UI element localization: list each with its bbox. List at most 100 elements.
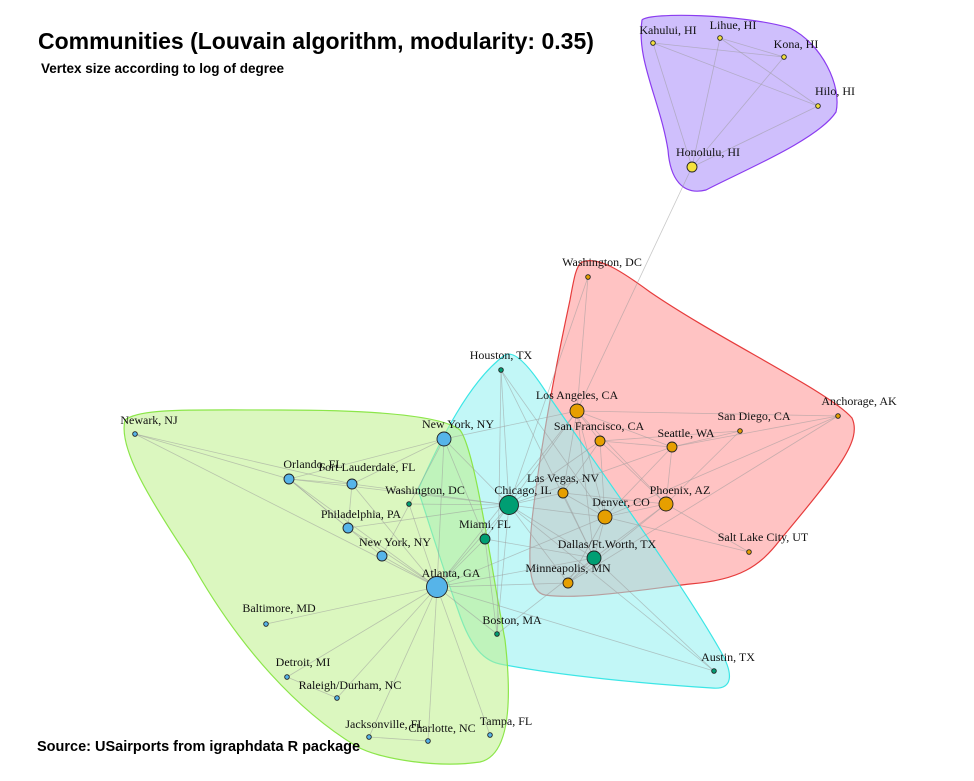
node-anchorage [835,413,841,419]
edge-honolulu-lihue [691,37,721,168]
node-minneapolis [562,577,574,589]
node-label-san_francisco: San Francisco, CA [554,419,645,433]
node-jacksonville [366,734,372,740]
edge-anchorage-seattle [671,415,839,448]
node-atlanta [426,576,448,598]
edge-las_vegas-phoenix [562,492,667,505]
edge-san_francisco-denver [599,440,606,518]
node-label-salt_lake_city: Salt Lake City, UT [718,530,809,544]
node-denver [597,509,613,525]
edge-atlanta-boston [436,586,498,635]
edge-los_angeles-las_vegas [562,410,578,494]
edge-chicago-new_york_top [443,438,510,506]
node-label-new_york_low: New York, NY [359,535,431,549]
edge-atlanta-charlotte [427,586,438,742]
node-label-philadelphia: Philadelphia, PA [321,507,402,521]
edge-houston-chicago [500,369,510,506]
edge-atlanta-jacksonville [368,586,438,738]
edge-atlanta-baltimore [265,586,438,625]
edge-san_francisco-seattle [599,440,673,448]
node-lihue [717,35,723,41]
edge-honolulu-hilo [691,105,819,168]
node-label-boston: Boston, MA [482,613,542,627]
edge-austin-atlanta [436,586,715,672]
edge-san_francisco-chicago [508,440,601,506]
node-label-washington_dc_top: Washington, DC [562,255,642,269]
node-kona [781,54,787,60]
node-label-san_diego: San Diego, CA [718,409,791,423]
node-fort_lauderdale [346,478,358,490]
edge-miami-atlanta [436,538,486,588]
community-hull-purple [640,14,838,192]
edge-las_vegas-denver [562,492,606,518]
edge-chicago-philadelphia [347,504,510,529]
edge-anchorage-los_angeles [576,410,839,417]
edge-fort_lauderdale-philadelphia [347,483,353,529]
edge-chicago-dallas [508,504,595,559]
edge-las_vegas-dallas [562,492,595,559]
edge-miami-new_york_top [443,438,486,540]
node-label-hilo: Hilo, HI [815,84,855,98]
edge-lihue-hilo [719,37,819,107]
edge-phoenix-dallas [593,503,667,559]
node-miami [479,533,491,545]
node-new_york_low [376,550,388,562]
node-label-washington_dc_mid: Washington, DC [385,483,465,497]
edge-dallas-miami [484,538,595,559]
edge-miami-boston [484,538,498,635]
edge-honolulu-los_angeles [576,166,693,412]
node-dallas [586,550,602,566]
edge-los_angeles-seattle [576,410,673,448]
edge-denver-atlanta [436,516,606,588]
edge-newark-orlando [134,433,290,480]
edge-anchorage-minneapolis [567,415,839,584]
edge-washington_dc_top-los_angeles [576,276,589,412]
edge-san_diego-san_francisco [599,430,741,442]
edge-jacksonville-charlotte [368,736,429,742]
node-label-atlanta: Atlanta, GA [422,566,481,580]
edge-washington_dc_top-chicago [508,276,589,506]
edge-san_francisco-phoenix [599,440,667,505]
node-washington_dc_top [585,274,591,280]
edge-new_york_top-orlando [288,438,445,480]
edge-orlando-new_york_low [288,478,383,557]
node-label-dallas: Dallas/Ft.Worth, TX [558,537,657,551]
edge-new_york_top-atlanta [436,438,445,588]
node-label-raleigh: Raleigh/Durham, NC [299,678,402,692]
node-label-los_angeles: Los Angeles, CA [536,388,619,402]
edge-san_diego-seattle [671,430,741,448]
edge-fort_lauderdale-atlanta [351,483,438,588]
node-raleigh [334,695,340,701]
edge-los_angeles-denver [576,410,606,518]
edge-anchorage-denver [604,415,839,518]
edge-denver-minneapolis [567,516,606,584]
node-austin [711,668,717,674]
node-salt_lake_city [746,549,752,555]
edge-chicago-minneapolis [508,504,569,584]
edge-dallas-austin [593,557,715,672]
edge-denver-chicago [508,504,606,518]
edge-new_york_top-fort_lauderdale [351,438,445,485]
node-label-fort_lauderdale: Fort Lauderdale, FL [319,460,416,474]
edge-austin-chicago [508,504,715,672]
node-label-minneapolis: Minneapolis, MN [525,561,611,575]
node-chicago [499,495,519,515]
node-label-phoenix: Phoenix, AZ [650,483,711,497]
node-charlotte [425,738,431,744]
node-detroit [284,674,290,680]
node-orlando [283,473,295,485]
node-houston [498,367,504,373]
edge-seattle-phoenix [665,446,673,505]
node-newark [132,431,138,437]
edge-new_york_top-new_york_low [381,438,445,557]
node-label-new_york_top: New York, NY [422,417,494,431]
edge-dallas-atlanta [436,557,595,588]
node-label-baltimore: Baltimore, MD [242,601,316,615]
node-label-miami: Miami, FL [459,517,511,531]
edge-phoenix-minneapolis [567,503,667,584]
edge-phoenix-salt_lake_city [665,503,750,553]
edge-los_angeles-chicago [508,410,578,506]
edge-atlanta-detroit [286,586,438,678]
edge-minneapolis-atlanta [436,582,569,588]
edge-chicago-boston [496,504,510,635]
